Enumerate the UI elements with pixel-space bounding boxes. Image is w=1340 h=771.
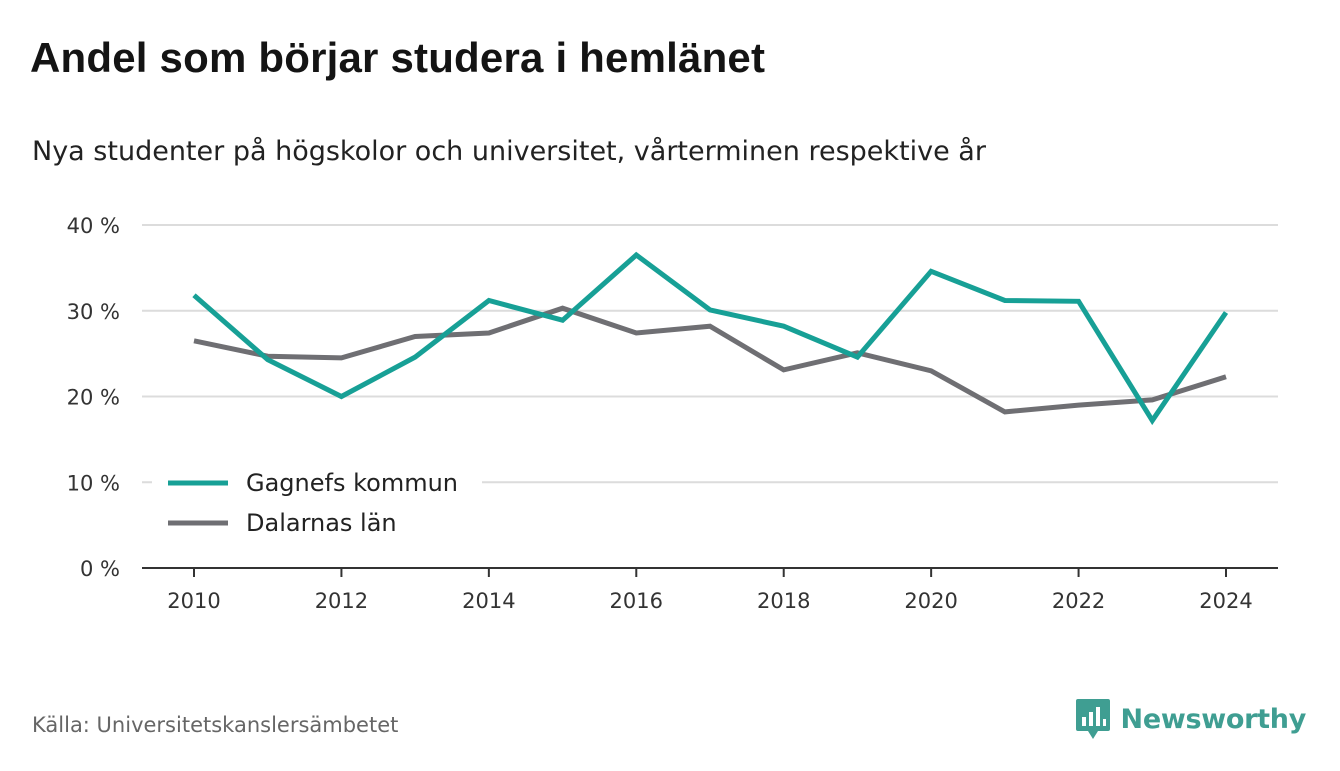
x-tick-label: 2022 bbox=[1052, 589, 1105, 613]
chart-subtitle: Nya studenter på högskolor och universit… bbox=[32, 136, 986, 167]
brand-logo: Newsworthy bbox=[1075, 697, 1306, 741]
legend-label: Dalarnas län bbox=[246, 509, 397, 537]
legend-background bbox=[152, 458, 482, 550]
x-tick-label: 2024 bbox=[1199, 589, 1252, 613]
x-tick-label: 2010 bbox=[167, 589, 220, 613]
x-tick-label: 2020 bbox=[904, 589, 957, 613]
x-tick-label: 2014 bbox=[462, 589, 515, 613]
x-tick-label: 2018 bbox=[757, 589, 810, 613]
legend: Gagnefs kommun Dalarnas län bbox=[152, 458, 482, 550]
x-axis-labels: 2010 2012 2014 2016 2018 2020 2022 2024 bbox=[167, 589, 1252, 613]
source-note: Källa: Universitetskanslersämbetet bbox=[32, 713, 399, 737]
y-tick-label: 40 % bbox=[67, 214, 120, 238]
y-tick-label: 10 % bbox=[67, 471, 120, 495]
line-chart: 0 % 10 % 20 % 30 % 40 % 2010 2012 2014 2016 2018… bbox=[67, 214, 1278, 613]
series-line bbox=[193, 305, 1227, 415]
y-tick-label: 30 % bbox=[67, 300, 120, 324]
y-tick-label: 0 % bbox=[80, 557, 120, 581]
chart-title: Andel som börjar studera i hemlänet bbox=[30, 34, 766, 81]
x-tick-label: 2016 bbox=[610, 589, 663, 613]
brand-name: Newsworthy bbox=[1120, 703, 1307, 735]
bar-chart-speech-bubble-icon bbox=[1075, 699, 1110, 739]
series-line bbox=[192, 251, 1229, 426]
series-lines bbox=[192, 251, 1229, 426]
grid-lines bbox=[142, 224, 1278, 484]
x-tick-label: 2012 bbox=[315, 589, 368, 613]
y-axis-labels: 0 % 10 % 20 % 30 % 40 % bbox=[67, 214, 120, 581]
y-tick-label: 20 % bbox=[67, 386, 120, 410]
legend-label: Gagnefs kommun bbox=[246, 469, 458, 497]
x-axis bbox=[142, 567, 1278, 577]
